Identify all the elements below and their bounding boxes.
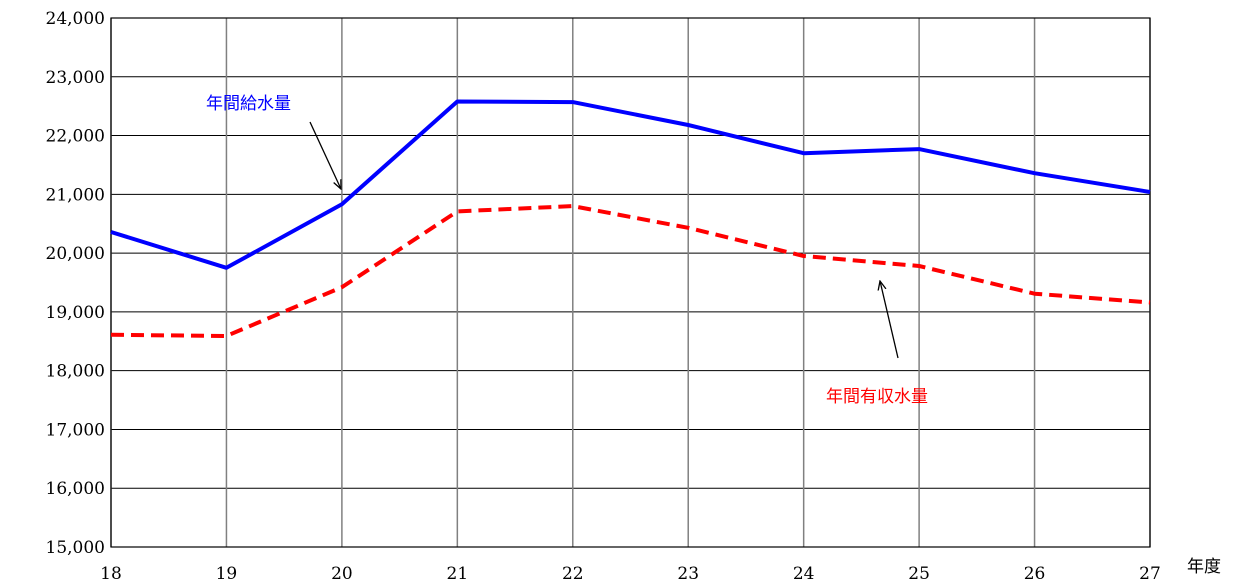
x-tick-label: 25 (908, 564, 930, 584)
y-tick-label: 18,000 (46, 362, 105, 382)
y-tick-label: 23,000 (46, 68, 105, 88)
x-tick-label: 19 (216, 564, 238, 584)
x-tick-label: 21 (447, 564, 469, 584)
x-tick-label: 22 (562, 564, 584, 584)
series-line-annual-revenue-water (110, 204, 1151, 338)
x-axis-ticks: 18 19 20 21 22 23 24 25 26 27 (100, 564, 1161, 584)
annotation-arrow-revenue-water (880, 281, 899, 359)
x-tick-label: 27 (1139, 564, 1161, 584)
x-tick-label: 20 (331, 564, 353, 584)
series-line-annual-supply (110, 99, 1151, 270)
x-tick-label: 26 (1024, 564, 1046, 584)
y-tick-label: 21,000 (46, 185, 105, 205)
annotation-arrow-supply (309, 121, 341, 189)
x-tick-label: 18 (100, 564, 122, 584)
y-tick-label: 15,000 (46, 538, 105, 558)
x-tick-label: 23 (677, 564, 699, 584)
x-axis-label: 年度 (1187, 557, 1221, 577)
y-tick-label: 17,000 (46, 420, 105, 440)
y-tick-label: 22,000 (46, 127, 105, 147)
y-tick-label: 19,000 (46, 303, 105, 323)
y-tick-label: 16,000 (46, 479, 105, 499)
plot-area-border (110, 17, 1151, 548)
series-label-annual-supply: 年間給水量 (206, 94, 291, 114)
y-tick-label: 24,000 (46, 9, 105, 29)
y-tick-label: 20,000 (46, 244, 105, 264)
x-tick-label: 24 (793, 564, 815, 584)
series-group (110, 99, 1151, 338)
y-axis-ticks: 15,000 16,000 17,000 18,000 19,000 20,000 21,0… (46, 9, 105, 558)
series-label-annual-revenue-water: 年間有収水量 (826, 387, 928, 407)
